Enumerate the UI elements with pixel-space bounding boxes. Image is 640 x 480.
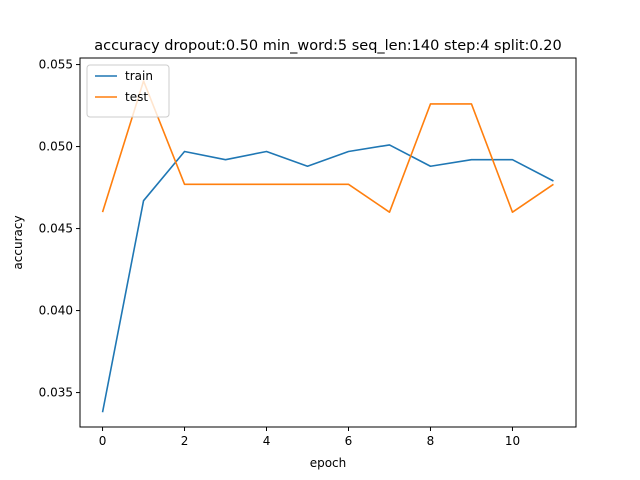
x-axis-ticks: 0 2 4 6 8 10	[99, 427, 520, 448]
y-tick-label: 0.055	[39, 58, 73, 72]
plot-frame	[79, 57, 577, 428]
legend-label-test: test	[125, 90, 148, 104]
x-tick-label: 0	[99, 434, 107, 448]
y-tick-label: 0.035	[39, 386, 73, 400]
x-tick-label: 6	[345, 434, 353, 448]
y-tick-label: 0.045	[39, 222, 73, 236]
x-tick-label: 2	[181, 434, 189, 448]
y-axis-label: accuracy	[11, 215, 25, 269]
y-axis-ticks: 0.035 0.040 0.045 0.050 0.055	[39, 58, 80, 400]
x-tick-label: 10	[505, 434, 520, 448]
legend-label-train: train	[125, 69, 153, 83]
x-tick-label: 8	[427, 434, 435, 448]
series-layer	[101, 80, 554, 413]
y-tick-label: 0.040	[39, 304, 73, 318]
legend: train test	[86, 64, 170, 118]
x-axis-label: epoch	[310, 456, 347, 470]
series-line-test	[101, 80, 554, 213]
series-line-train	[101, 144, 554, 413]
x-tick-label: 4	[263, 434, 271, 448]
y-tick-label: 0.050	[39, 140, 73, 154]
chart-title: accuracy dropout:0.50 min_word:5 seq_len…	[94, 38, 561, 54]
legend-box	[86, 64, 170, 118]
